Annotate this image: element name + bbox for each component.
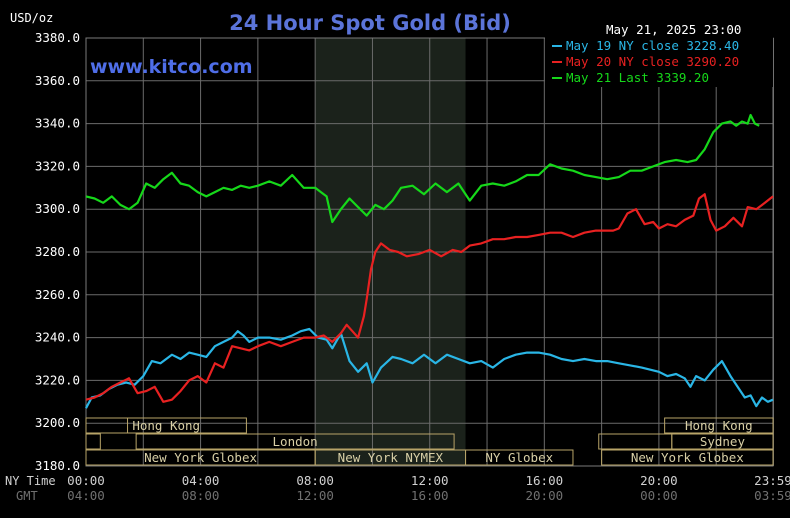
x-tick-label-ny: 16:00 <box>526 473 564 488</box>
session-box-border <box>671 433 774 450</box>
session-box: New York Globex <box>601 449 774 466</box>
y-tick-label: 3240.0 <box>35 330 80 345</box>
kitco-watermark: www.kitco.com <box>90 56 253 78</box>
x-tick-label-gmt: 03:59 <box>754 488 790 503</box>
session-box: Hong Kong <box>85 417 247 434</box>
x-tick-label-gmt: 08:00 <box>182 488 220 503</box>
y-tick-label: 3380.0 <box>35 30 80 45</box>
session-box-border <box>85 433 101 450</box>
series-line <box>85 193 774 403</box>
y-unit-label: USD/oz <box>10 11 53 25</box>
x-tick-label-ny: 20:00 <box>640 473 678 488</box>
price-series <box>85 113 774 409</box>
y-axis: 3180.0 3200.0 3220.0 3240.0 3260.0 3280.0 3300… <box>35 30 80 473</box>
x-tick-label-gmt: 00:00 <box>640 488 678 503</box>
plot-frame <box>85 37 774 467</box>
y-tick-label: 3220.0 <box>35 372 80 387</box>
session-box <box>85 433 101 450</box>
legend-background <box>545 37 773 87</box>
session-label: Hong Kong <box>685 418 753 433</box>
x-tick-label-ny: 08:00 <box>296 473 334 488</box>
y-tick-label: 3260.0 <box>35 287 80 302</box>
gmt-label: GMT <box>16 489 38 503</box>
ny-time-label: NY Time <box>5 474 56 488</box>
session-box: Hong Kong <box>664 417 774 434</box>
x-tick-label-gmt: 04:00 <box>67 488 105 503</box>
session-box-border <box>85 417 247 434</box>
session-label: NY Globex <box>485 450 553 465</box>
session-box-border <box>135 433 455 450</box>
x-tick-label-gmt: 12:00 <box>296 488 334 503</box>
y-tick-label: 3280.0 <box>35 244 80 259</box>
x-tick-label-ny: 00:00 <box>67 473 105 488</box>
session-label: Sydney <box>700 434 746 449</box>
session-box-border <box>601 449 774 466</box>
y-tick-label: 3320.0 <box>35 158 80 173</box>
y-tick-label: 3300.0 <box>35 201 80 216</box>
series-line <box>85 327 774 409</box>
session-box: London <box>135 433 455 450</box>
series-line <box>85 113 760 224</box>
x-tick-label-gmt: 20:00 <box>526 488 564 503</box>
legend-entry: May 19 NY close 3228.40 <box>566 38 739 53</box>
legend-entry: May 21 Last 3339.20 <box>566 70 709 85</box>
session-box-border <box>465 449 574 466</box>
y-tick-label: 3180.0 <box>35 458 80 473</box>
session-box: New York NYMEX <box>314 449 467 466</box>
session-label: New York NYMEX <box>338 450 444 465</box>
x-tick-label-ny: 12:00 <box>411 473 449 488</box>
x-tick-label-gmt: 16:00 <box>411 488 449 503</box>
y-tick-label: 3200.0 <box>35 415 80 430</box>
y-tick-label: 3360.0 <box>35 73 80 88</box>
session-box-border <box>664 417 774 434</box>
chart-title: 24 Hour Spot Gold (Bid) <box>229 11 511 35</box>
x-tick-label-ny: 23:59 <box>754 473 790 488</box>
session-label: New York Globex <box>144 450 257 465</box>
session-label: New York Globex <box>631 450 744 465</box>
x-tick-label-ny: 04:00 <box>182 473 220 488</box>
session-box: NY Globex <box>465 449 574 466</box>
y-tick-label: 3340.0 <box>35 116 80 131</box>
x-axis: 00:00 04:00 08:00 12:00 16:00 20:00 23:5904:00… <box>67 473 790 503</box>
chart-timestamp: May 21, 2025 23:00 <box>606 22 741 37</box>
legend-entry: May 20 NY close 3290.20 <box>566 54 739 69</box>
session-label: Hong Kong <box>132 418 200 433</box>
session-box: Sydney <box>671 433 774 450</box>
session-label: London <box>273 434 318 449</box>
